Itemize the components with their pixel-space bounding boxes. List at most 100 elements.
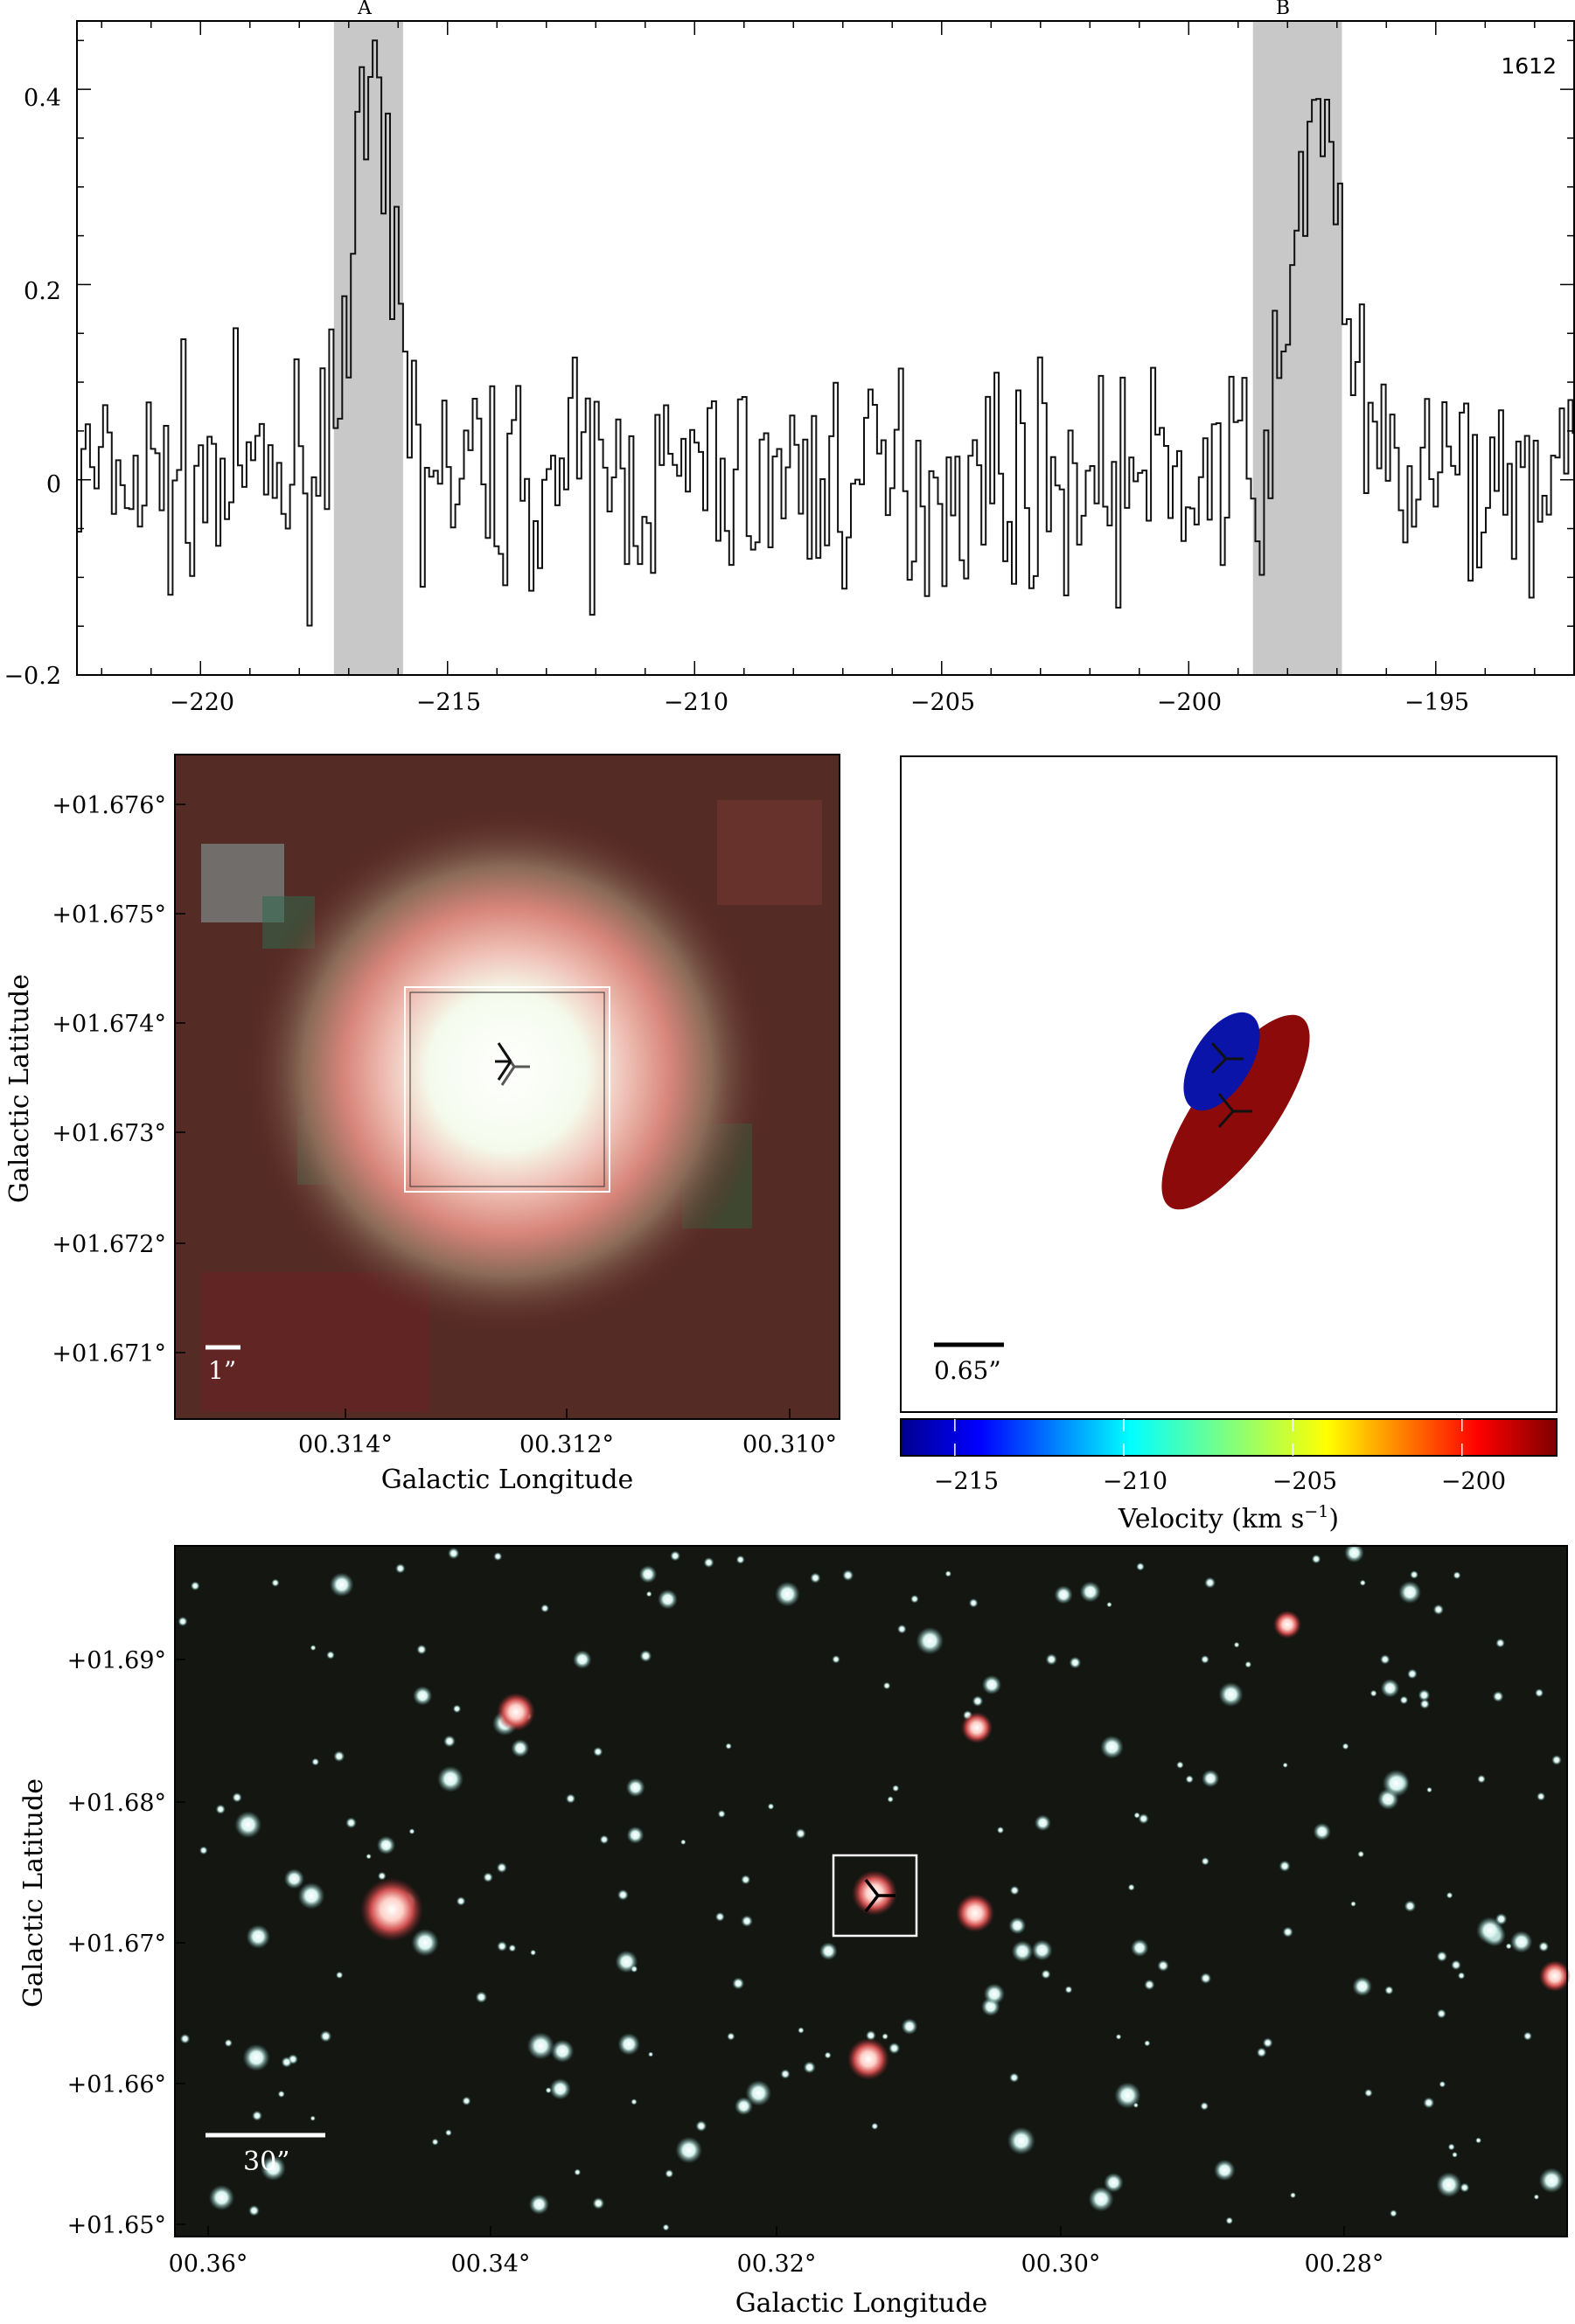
star [1384,1986,1394,1995]
star [550,2039,575,2063]
red-star [360,1878,423,1941]
star [1436,2008,1446,2019]
star [1045,1653,1057,1666]
star [1200,1973,1212,1984]
star [1185,1775,1194,1784]
star [638,1565,658,1583]
star [944,1570,952,1577]
star [968,1598,979,1608]
star [1225,2216,1234,2225]
star [366,1854,372,1860]
star [599,1834,610,1845]
star [483,1872,493,1882]
star [1426,1786,1432,1793]
red-star [1539,1960,1571,1992]
star [1439,2081,1446,2088]
x-tick-labels: −220 −215 −210 −205 −200 −195 [170,689,1469,716]
x-tick-label: 00.30° [1021,2251,1101,2278]
star [1218,1681,1244,1708]
star [199,1846,208,1855]
star [1419,1699,1430,1709]
star [511,1739,530,1757]
scale-label: 1” [208,1356,236,1385]
star [648,2051,654,2057]
star [508,1944,517,1952]
star [1537,1792,1546,1801]
star [1551,1755,1562,1765]
star [1369,1689,1377,1697]
star [1364,2089,1373,2098]
x-tick-label: −200 [1157,689,1222,716]
y-tick-label: +01.674° [52,1011,166,1038]
star [1453,1571,1461,1580]
star [1202,1770,1220,1788]
star [983,1983,1005,2005]
star [1132,2102,1139,2108]
star [1533,2194,1540,2200]
y-axis-label: Galactic Latitude [4,974,35,1203]
star [680,1839,686,1845]
star [493,1552,503,1562]
star [1031,1939,1053,1961]
y-tick-label: +01.673° [52,1120,166,1147]
star [824,2051,832,2059]
star [639,1650,652,1662]
star [413,1686,433,1706]
star [1282,1926,1293,1938]
star [1007,2126,1035,2155]
star [1410,1570,1418,1579]
spectrum-ticks [77,21,1574,676]
star [1009,2072,1020,2083]
star [411,1929,439,1957]
star [1436,1951,1448,1962]
star [319,2030,332,2042]
star [431,2138,439,2146]
star [1054,1585,1073,1604]
star [565,1793,576,1804]
star [1398,1581,1422,1604]
star [1009,1885,1020,1896]
star [897,1624,907,1634]
star [745,2080,772,2106]
star [695,2120,707,2132]
wide-image-panel: 30” +01.69° +01.68° +01.67° +01.66° +01.… [18,1542,1571,2319]
star [336,1971,344,1980]
star [452,1704,462,1714]
star [530,1949,537,1956]
y-tick-label: 0 [46,471,61,498]
star [1313,1822,1331,1840]
star [780,2069,791,2079]
y-tick-label: +01.671° [52,1340,166,1367]
star [462,2096,471,2105]
star [1505,1943,1512,1950]
x-tick-label: −195 [1404,689,1469,716]
star [1495,1638,1505,1648]
star [1538,2167,1565,2194]
star [333,1750,345,1763]
star [1476,1917,1504,1945]
star [232,1792,242,1803]
colorbar-label: Velocity (km s−1) [1118,1502,1339,1534]
star [1114,2082,1141,2109]
star [1233,1641,1240,1648]
wide-y-tick-labels: +01.69° +01.68° +01.67° +01.66° +01.65° [67,1647,166,2239]
star [1495,1913,1508,1925]
star [271,1578,280,1587]
star [1492,1691,1504,1702]
star [1035,1814,1051,1832]
spectrum-line [77,39,1575,627]
y-axis-label: Galactic Latitude [18,1778,49,2007]
star [540,1604,549,1613]
star [408,1828,415,1834]
x-tick-label: −220 [170,689,234,716]
star [1100,1735,1124,1759]
x-tick-label: −210 [664,689,728,716]
star [526,2032,554,2060]
star [377,1871,387,1881]
star [1399,1695,1409,1705]
star [798,2027,805,2034]
star [887,1796,894,1803]
star [819,1942,838,1960]
star [901,2018,918,2035]
star [662,2223,670,2231]
